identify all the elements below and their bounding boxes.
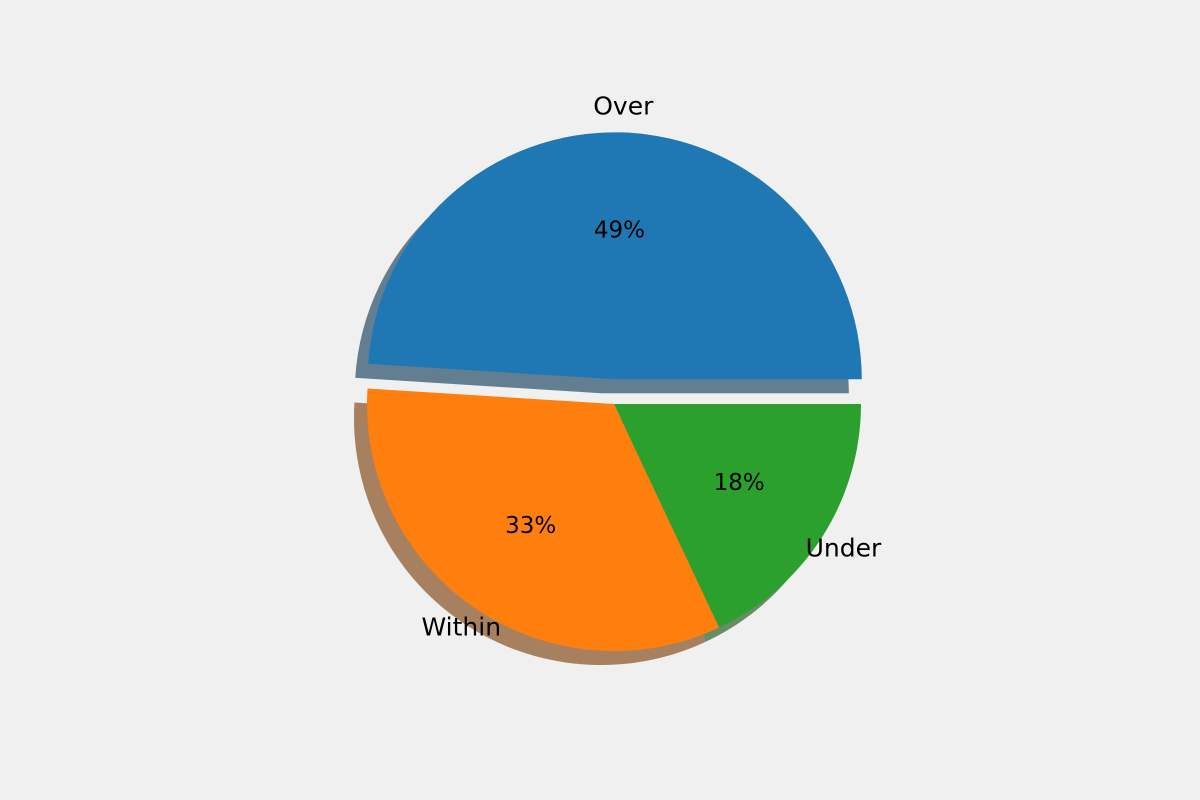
wedge	[368, 132, 862, 380]
value-label: 49%	[594, 218, 645, 244]
wedge	[367, 388, 720, 652]
slice-label: Over	[593, 92, 654, 121]
wedge	[614, 404, 861, 628]
value-label: 18%	[714, 470, 765, 496]
slice-label: Under	[806, 534, 882, 563]
slice-label: Within	[422, 613, 502, 642]
value-label: 33%	[505, 513, 556, 539]
